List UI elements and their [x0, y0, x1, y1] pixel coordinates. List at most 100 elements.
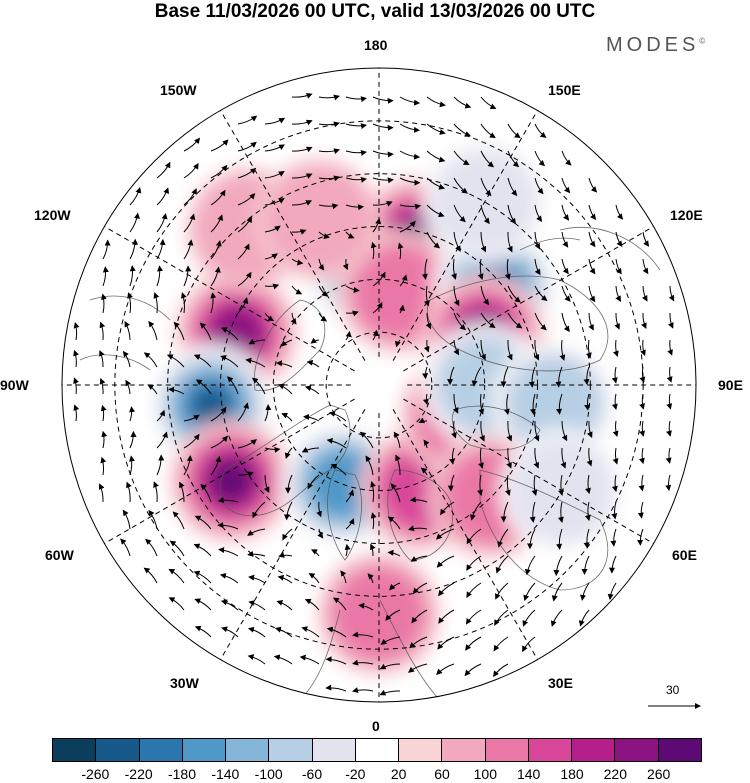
wind-arrow-85: [507, 231, 513, 253]
wind-arrow-228: [303, 413, 320, 422]
wind-arrow-392: [273, 654, 293, 665]
wind-arrow-9: [264, 117, 286, 125]
wind-arrow-266: [210, 455, 222, 476]
wind-arrow-102: [397, 242, 404, 260]
wind-arrow-376: [550, 609, 563, 627]
wind-arrow-43: [372, 177, 394, 184]
wind-arrow-6: [453, 96, 472, 109]
colorbar-box-5: [269, 739, 313, 761]
wind-arrow-101: [370, 241, 377, 260]
wind-arrow-56: [237, 193, 256, 206]
wind-arrow-19: [534, 123, 547, 138]
anomaly-level-17-1: [264, 165, 374, 275]
wind-arrow-64: [453, 204, 466, 223]
wind-arrow-173: [533, 339, 540, 361]
wind-arrow-180: [99, 350, 105, 368]
wind-arrow-218: [666, 393, 673, 410]
colorbar-tick-label: 100: [473, 766, 498, 782]
wind-arrow-340: [524, 555, 536, 576]
wind-arrow-233: [506, 420, 513, 442]
lon-label-30w: 30W: [170, 675, 199, 691]
wind-arrow-68: [561, 204, 570, 221]
wind-arrow-49: [534, 177, 544, 195]
wind-arrow-387: [437, 636, 455, 650]
wind-arrow-166: [345, 330, 352, 341]
wind-arrow-255: [506, 447, 512, 469]
wind-arrow-89: [615, 231, 623, 248]
wind-arrow-26: [345, 149, 367, 156]
meridian-120: [403, 226, 654, 372]
wind-arrow-332: [311, 549, 320, 557]
wind-arrow-273: [395, 454, 401, 476]
wind-arrow-191: [471, 366, 482, 387]
wind-arrow-251: [393, 431, 401, 449]
wind-arrow-267: [237, 471, 254, 478]
wind-arrow-230: [418, 417, 428, 424]
wind-arrow-36: [183, 162, 199, 179]
wind-arrow-297: [440, 501, 455, 516]
wind-arrow-242: [156, 431, 168, 449]
wind-arrow-46: [453, 177, 469, 194]
latitude-circle-75: [325, 331, 433, 439]
colorbar-tick-label: -220: [124, 766, 153, 782]
wind-arrow-50: [561, 177, 571, 194]
wind-arrow-2: [345, 96, 367, 103]
wind-arrow-326: [145, 538, 158, 557]
wind-arrow-277: [504, 474, 511, 496]
colorbar-tick-label: -60: [301, 766, 323, 782]
wind-arrow-254: [478, 447, 484, 469]
wind-arrow-316: [408, 525, 428, 532]
wind-arrow-69: [588, 204, 597, 221]
colorbar-tick-label: 140: [516, 766, 541, 782]
wind-arrow-163: [248, 338, 266, 345]
colorbar-box-1: [96, 739, 140, 761]
wind-arrow-196: [611, 366, 618, 384]
colorbar-box-4: [226, 739, 270, 761]
wind-arrow-355: [438, 582, 455, 597]
wind-arrow-275: [447, 474, 455, 492]
wind-arrow-240: [101, 430, 108, 449]
wind-arrow-359: [551, 582, 563, 602]
wind-arrow-300: [529, 501, 536, 523]
wind-arrow-138: [210, 292, 217, 314]
wind-arrow-20: [183, 137, 201, 152]
colorbar: [52, 738, 702, 762]
graticule: [62, 68, 696, 702]
wind-arrow-199: [73, 377, 79, 395]
wind-arrow-150: [534, 312, 547, 331]
wind-arrow-205: [226, 376, 239, 395]
meridian-150: [392, 110, 538, 361]
wind-arrow-82: [426, 231, 441, 249]
wind-arrow-398: [436, 663, 455, 675]
wind-arrow-366: [276, 600, 293, 611]
wind-arrow-393: [299, 654, 320, 665]
wind-arrow-403: [379, 689, 401, 696]
wind-arrow-133: [668, 285, 675, 302]
anomaly-level-12-2: [507, 356, 602, 451]
wind-arrow-310: [247, 528, 266, 536]
wind-arrow-62: [399, 203, 421, 210]
wind-arrow-13: [372, 123, 394, 131]
wind-arrow-164: [280, 339, 293, 347]
wind-arrow-343: [608, 555, 617, 574]
wind-arrow-165: [310, 337, 320, 344]
wind-arrow-243: [183, 433, 200, 449]
wind-arrow-231: [451, 420, 457, 439]
wind-arrow-211: [478, 393, 485, 415]
wind-arrow-93: [156, 238, 166, 260]
wind-arrow-190: [447, 366, 455, 386]
wind-arrow-358: [523, 582, 536, 602]
wind-arrow-204: [195, 379, 212, 395]
wind-arrow-170: [453, 339, 460, 356]
wind-arrow-309: [217, 522, 239, 530]
wind-arrow-351: [340, 570, 347, 584]
wind-arrow-111: [642, 258, 649, 275]
wind-arrow-142: [318, 312, 328, 322]
wind-arrow-47: [480, 177, 492, 197]
wind-arrow-321: [556, 528, 563, 550]
wind-arrow-261: [665, 447, 672, 464]
colorbar-tick-label: 20: [390, 766, 407, 782]
wind-arrow-294: [370, 481, 376, 503]
anomaly-level-7-6: [214, 463, 249, 498]
colorbar-tick-label: 60: [434, 766, 450, 782]
